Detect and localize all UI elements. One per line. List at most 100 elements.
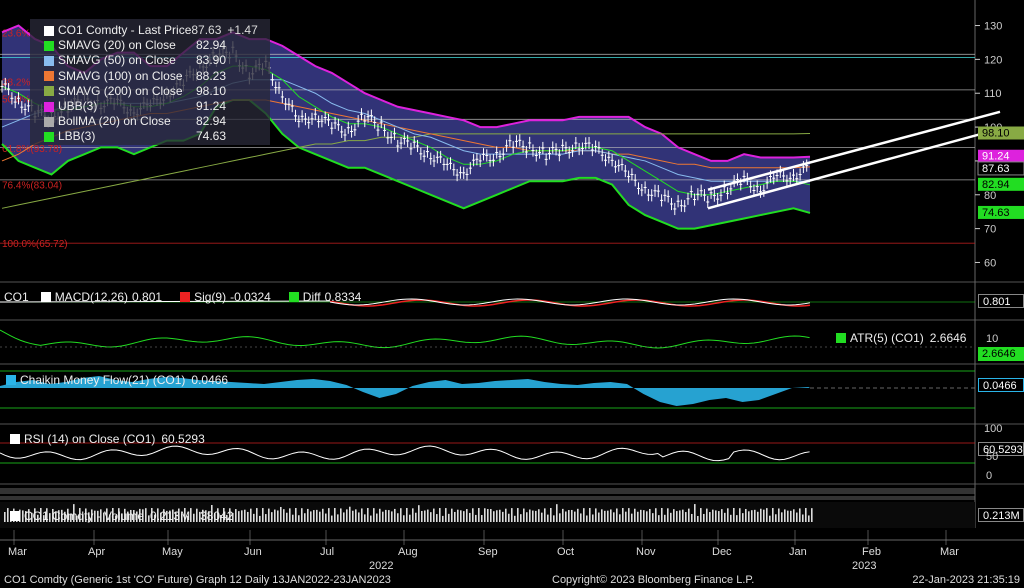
macd-swatch	[40, 292, 51, 302]
legend-value: 74.63	[195, 129, 226, 144]
macd-tag: 0.801	[978, 294, 1024, 308]
volume-bar	[268, 508, 270, 522]
volume-bar	[304, 513, 306, 522]
volume-bar	[376, 513, 378, 522]
volume-bar	[802, 514, 804, 522]
volume-bar	[694, 504, 696, 522]
volume-bar	[775, 514, 777, 522]
volume-bar	[571, 509, 573, 522]
volume-bar	[598, 512, 600, 522]
volume-bar	[28, 509, 30, 522]
fib-level-label: 100.0%(65.72)	[2, 239, 68, 250]
volume-bar	[328, 508, 330, 522]
volume-bar	[403, 515, 405, 522]
volume-bar	[592, 514, 594, 522]
y-tick-label: 80	[984, 190, 996, 202]
legend-value: 88.23	[195, 68, 226, 83]
rsi-axis-bot: 0	[986, 470, 993, 482]
volume-bar	[646, 511, 648, 522]
volume-bar	[811, 508, 813, 522]
volume-bar	[700, 508, 702, 522]
volume-bar	[742, 513, 744, 522]
volume-bar	[556, 504, 558, 522]
x-tick-label: Mar	[940, 546, 959, 558]
volume-bar	[517, 508, 519, 522]
volume-bar	[610, 509, 612, 522]
volume-bar	[739, 508, 741, 522]
volume-bar	[712, 509, 714, 522]
volume-bar	[76, 515, 78, 522]
volume-bar	[73, 504, 75, 522]
volume-bar	[58, 510, 60, 522]
legend-row: SMAVG (100) on Close 88.23	[30, 69, 270, 84]
macd-name: MACD(12,26)	[54, 290, 129, 304]
volume-bar	[523, 508, 525, 522]
fib-level-label: 61.8%(93.78)	[2, 144, 62, 155]
volume-bar	[271, 512, 273, 522]
rsi-name: RSI (14) on Close (CO1)	[24, 432, 156, 446]
volume-bar	[202, 509, 204, 522]
volume-bar	[31, 512, 33, 522]
y-tick-label: 60	[984, 257, 996, 269]
volume-bar	[232, 512, 234, 522]
volume-bar	[379, 508, 381, 522]
volume-bar	[7, 508, 9, 522]
volume-bar	[178, 508, 180, 522]
volume-bar	[733, 508, 735, 522]
volume-bar	[751, 510, 753, 522]
volume-bar	[181, 514, 183, 522]
volume-value: 0.213M	[150, 509, 191, 523]
volume-bar	[277, 510, 279, 522]
fib-level-label: 50.0%	[2, 94, 30, 105]
volume-extra: 38042	[200, 509, 234, 523]
volume-bar	[394, 508, 396, 522]
volume-bar	[106, 508, 108, 522]
volume-bar	[634, 508, 636, 522]
volume-bar	[391, 511, 393, 522]
volume-bar	[241, 510, 243, 522]
atr-axis-label: 10	[986, 333, 999, 345]
sig-value: -0.0324	[230, 290, 271, 304]
x-tick-label: Mar	[8, 546, 27, 558]
volume-bar	[511, 508, 513, 522]
legend-value-last-price: 87.63	[191, 23, 222, 38]
volume-bar	[691, 513, 693, 522]
volume-bar	[70, 513, 72, 522]
volume-bar	[280, 506, 282, 522]
volume-bar	[43, 515, 45, 522]
volume-bar	[424, 510, 426, 522]
atr-name: ATR(5) (CO1)	[850, 331, 924, 345]
volume-bar	[421, 510, 423, 522]
volume-bar	[289, 508, 291, 522]
volume-bar	[769, 515, 771, 522]
volume-bar	[718, 511, 720, 522]
volume-bar	[520, 514, 522, 522]
volume-bar	[217, 508, 219, 522]
macd-line-left	[0, 300, 331, 303]
atr-tag: 2.6646	[978, 347, 1024, 361]
volume-bar	[445, 508, 447, 522]
price-tag-label: 98.10	[982, 128, 1010, 140]
trend-channel-lower	[707, 127, 1001, 210]
footer-timestamp: 22-Jan-2023 21:35:19	[912, 574, 1020, 586]
volume-bar	[82, 514, 84, 522]
volume-bar	[601, 509, 603, 522]
volume-bar	[577, 508, 579, 522]
volume-bar	[784, 509, 786, 522]
volume-bar	[259, 515, 261, 522]
volume-bar	[727, 508, 729, 522]
volume-bar	[199, 511, 201, 522]
footer: CO1 Comdty (Generic 1st 'CO' Future) Gra…	[0, 573, 1024, 588]
volume-bar	[562, 508, 564, 522]
volume-bar	[124, 508, 126, 522]
volume-bar	[142, 509, 144, 522]
volume-bar	[322, 508, 324, 522]
volume-bar	[460, 510, 462, 522]
legend-swatch	[44, 101, 54, 112]
volume-bar	[190, 508, 192, 522]
fib-level-label: 23.6%	[2, 28, 30, 39]
volume-bar	[439, 508, 441, 522]
volume-bar	[61, 509, 63, 522]
volume-bar	[247, 511, 249, 522]
volume-bar	[301, 508, 303, 522]
